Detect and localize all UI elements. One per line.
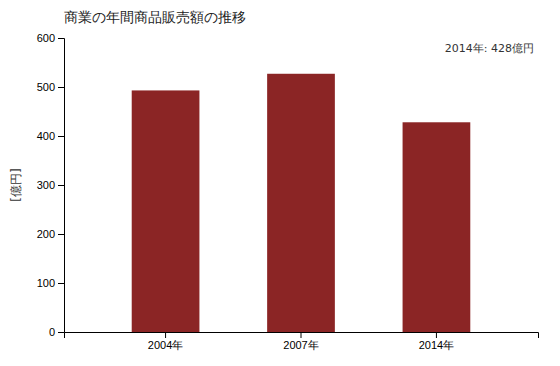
y-tick-label: 0: [49, 326, 55, 338]
x-tick-label: 2007年: [283, 339, 318, 351]
y-tick-mark: [58, 234, 64, 235]
x-tick: 2004年: [148, 332, 183, 351]
y-axis-title: [億円]: [9, 168, 23, 201]
y-axis-line: [58, 39, 65, 333]
x-tick-label: 2004年: [148, 339, 183, 351]
y-tick-label: 400: [37, 130, 55, 142]
x-axis-line: [65, 333, 539, 339]
bar: [403, 122, 471, 332]
x-axis: 2004年 2007年 2014年: [65, 332, 539, 351]
y-tick-mark: [58, 87, 64, 88]
x-tick-mark: [436, 332, 437, 338]
title: 商業の年間商品販売額の推移: [64, 9, 246, 25]
y-tick-label: 200: [37, 228, 55, 240]
annotation: 2014年: 428億円: [445, 42, 534, 55]
y-tick: 100: [37, 277, 64, 289]
y-tick-label: 300: [37, 179, 55, 191]
x-tick: 2007年: [283, 332, 318, 351]
x-tick: 2014年: [419, 332, 454, 351]
y-axis: 0 100 200 300 400 500 600: [37, 32, 65, 338]
y-tick-label: 100: [37, 277, 55, 289]
x-tick-label: 2014年: [419, 339, 454, 351]
y-tick-mark: [58, 332, 64, 333]
y-tick: 400: [37, 130, 64, 142]
bar: [267, 74, 335, 332]
x-tick-mark: [301, 332, 302, 338]
y-tick-mark: [58, 283, 64, 284]
y-tick: 600: [37, 32, 64, 44]
y-tick-mark: [58, 185, 64, 186]
y-tick: 0: [49, 326, 64, 338]
chart-svg: 0 100 200 300 400 500 600 2004年 2007年 2014年 [億円] 商業…: [0, 0, 560, 366]
y-tick-label: 500: [37, 81, 55, 93]
y-tick-mark: [58, 38, 64, 39]
bars: [132, 74, 471, 332]
x-tick-mark: [165, 332, 166, 338]
y-tick-label: 600: [37, 32, 55, 44]
y-tick-mark: [58, 136, 64, 137]
y-tick: 200: [37, 228, 64, 240]
bar: [132, 90, 200, 332]
y-tick: 300: [37, 179, 64, 191]
y-tick: 500: [37, 81, 64, 93]
plot: 0 100 200 300 400 500 600 2004年 2007年 2014年: [37, 32, 539, 351]
